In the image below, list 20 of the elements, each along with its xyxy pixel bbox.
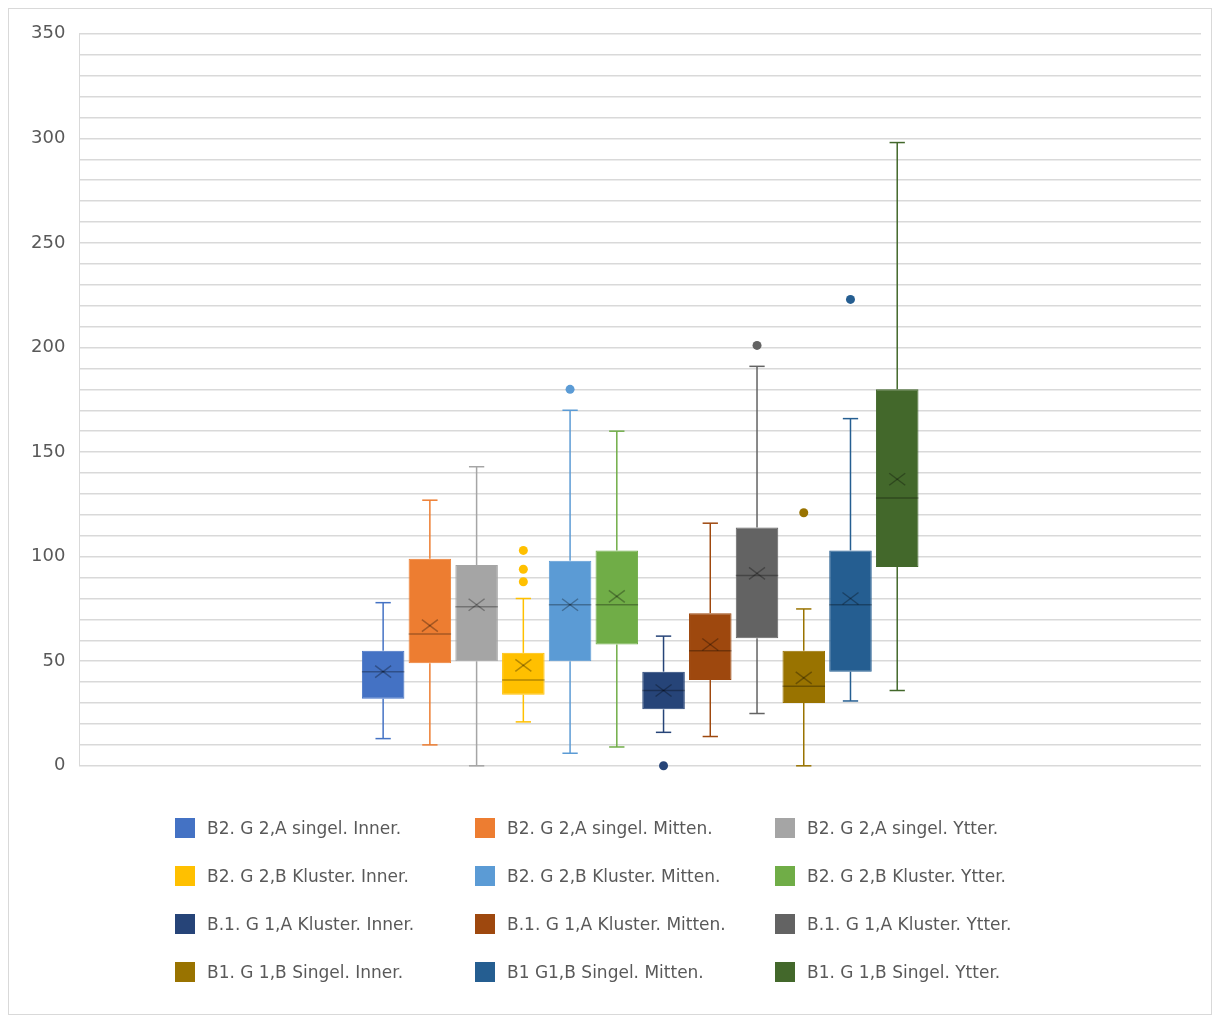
legend-label: B2. G 2,B Kluster. Mitten. [507, 866, 721, 886]
y-tick-label: 50 [42, 648, 66, 670]
legend-label: B1. G 1,B Singel. Inner. [207, 962, 404, 982]
y-tick-label: 200 [31, 335, 66, 357]
legend-label: B.1. G 1,A Kluster. Inner. [207, 914, 415, 934]
y-tick-label: 150 [31, 439, 66, 461]
y-tick-label: 300 [31, 126, 66, 148]
legend-label: B2. G 2,B Kluster. Inner. [207, 866, 409, 886]
legend-label: B1 G1,B Singel. Mitten. [507, 962, 704, 982]
legend-label: B2. G 2,B Kluster. Ytter. [807, 866, 1007, 886]
legend-label: B.1. G 1,A Kluster. Ytter. [807, 914, 1012, 934]
y-tick-label: 350 [31, 21, 66, 43]
y-tick-label: 0 [53, 753, 66, 775]
legend-label: B2. G 2,A singel. Mitten. [507, 818, 713, 838]
legend-label: B.1. G 1,A Kluster. Mitten. [507, 914, 726, 934]
y-tick-label: 250 [31, 230, 66, 252]
legend-label: B2. G 2,A singel. Inner. [207, 818, 402, 838]
y-tick-label: 100 [31, 544, 66, 566]
legend-label: B1. G 1,B Singel. Ytter. [807, 962, 1001, 982]
legend-label: B2. G 2,A singel. Ytter. [807, 818, 999, 838]
